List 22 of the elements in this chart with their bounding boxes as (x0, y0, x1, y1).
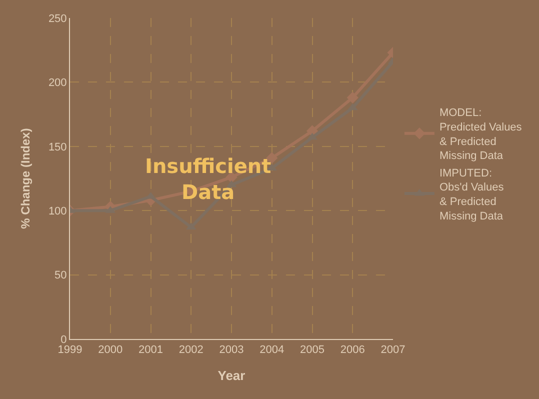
x-tick-label: 2000 (98, 344, 123, 356)
x-tick-label: 2001 (138, 344, 163, 356)
x-tick-label: 2002 (178, 344, 204, 356)
legend-label: IMPUTED: Obs'd Values & Predicted Missing Data (439, 167, 504, 222)
annotation: Insufficient Data (145, 154, 272, 204)
x-tick-label: 2006 (340, 344, 365, 356)
y-tick-label: 50 (54, 270, 67, 282)
y-tick-label: 200 (48, 77, 67, 90)
y-tick-label: 150 (48, 141, 67, 154)
point (307, 132, 318, 140)
y-axis-title: % Change (Index) (18, 128, 33, 229)
x-tick-label: 2003 (219, 344, 244, 356)
legend-label: MODEL: Predicted Values & Predicted Missing Data (439, 107, 522, 162)
x-tick-label: 1999 (58, 344, 82, 356)
y-tick-label: 0 (60, 334, 67, 346)
x-tick-label: 2005 (300, 344, 324, 356)
y-tick-label: 250 (48, 12, 67, 25)
y-tick-label: 100 (48, 205, 67, 218)
x-axis-title: Year (218, 368, 246, 383)
x-tick-label: 2007 (380, 344, 406, 356)
point (346, 92, 358, 104)
x-tick-label: 2004 (260, 344, 284, 356)
